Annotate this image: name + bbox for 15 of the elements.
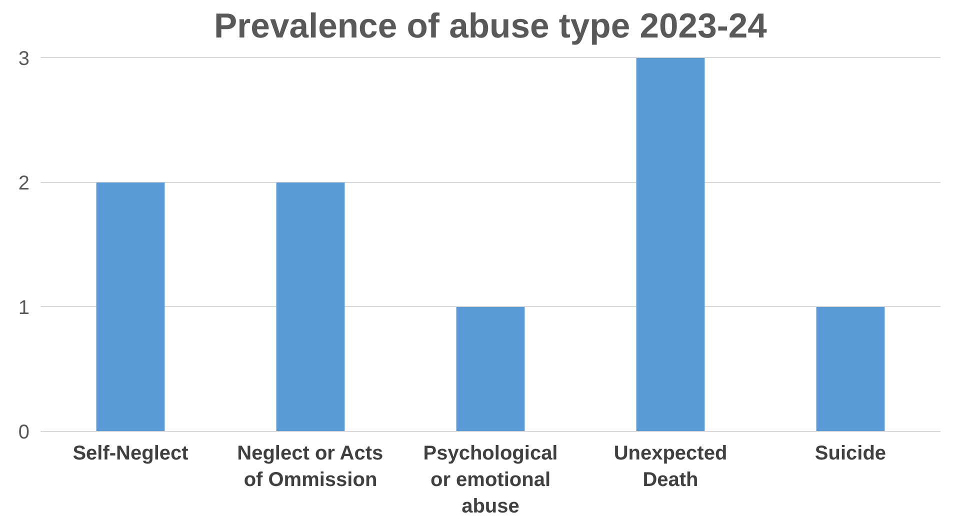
- x-tick-label: Self-Neglect: [72, 442, 189, 464]
- bar: [816, 306, 885, 432]
- chart-title: Prevalence of abuse type 2023-24: [214, 8, 768, 46]
- x-tick-label: Unexpected Death: [614, 442, 728, 491]
- x-tick-label: Psychological or emotional abuse: [423, 442, 558, 518]
- bar: [96, 182, 165, 432]
- y-tick-label: 3: [18, 48, 30, 70]
- x-tick-label: Neglect or Acts of Ommission: [237, 442, 384, 491]
- bar: [456, 306, 525, 432]
- bar: [276, 182, 345, 432]
- y-tick-label: 1: [18, 296, 30, 319]
- x-tick-label: Suicide: [814, 442, 886, 464]
- y-tick-label: 2: [18, 172, 30, 194]
- bar: [636, 58, 705, 432]
- y-tick-label: 0: [18, 422, 30, 444]
